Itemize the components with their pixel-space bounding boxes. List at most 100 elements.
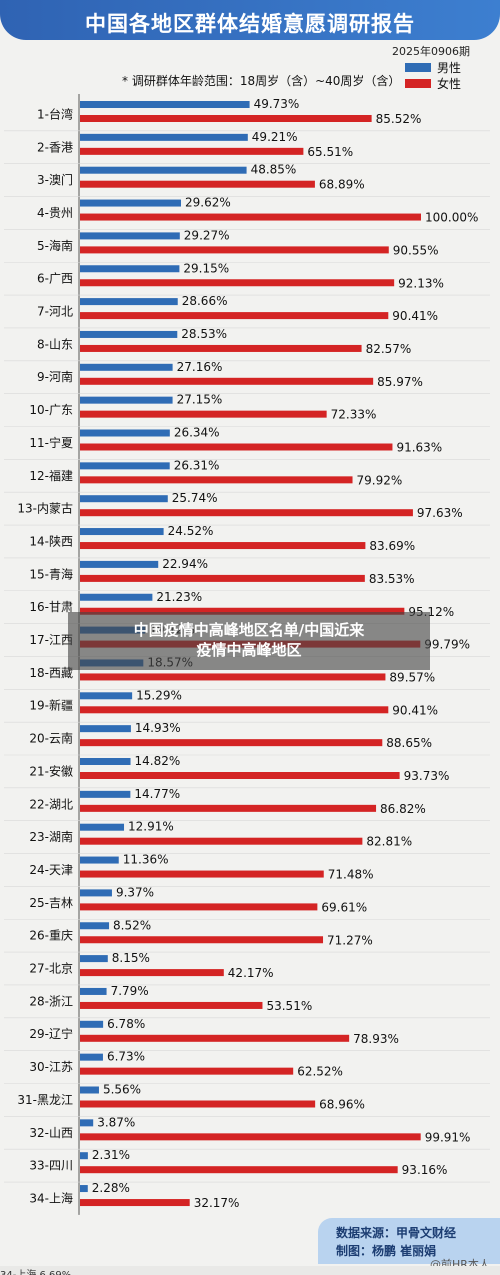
male-value-label: 8.15% bbox=[112, 951, 150, 965]
female-bar bbox=[80, 936, 324, 944]
male-bar bbox=[80, 823, 125, 831]
male-value-label: 14.93% bbox=[135, 721, 181, 735]
category-label: 30-江苏 bbox=[29, 1060, 73, 1074]
overlay-line-2: 疫情中高峰地区 bbox=[196, 641, 302, 659]
female-value-label: 89.57% bbox=[389, 670, 435, 684]
female-bar bbox=[80, 279, 395, 287]
category-label: 16-甘肃 bbox=[29, 600, 73, 614]
female-value-label: 85.52% bbox=[376, 112, 422, 126]
female-value-label: 79.92% bbox=[357, 473, 403, 487]
category-label: 23-湖南 bbox=[29, 829, 73, 844]
male-bar bbox=[80, 987, 107, 995]
female-bar bbox=[80, 804, 377, 812]
female-bar bbox=[80, 246, 389, 254]
female-value-label: 72.33% bbox=[331, 408, 377, 422]
female-bar bbox=[80, 509, 413, 517]
female-value-label: 71.27% bbox=[327, 933, 373, 947]
female-value-label: 99.91% bbox=[425, 1130, 471, 1144]
chart-credits: 制图：杨鹏 崔丽娟 bbox=[336, 1244, 437, 1258]
female-value-label: 83.69% bbox=[369, 539, 415, 553]
female-bar bbox=[80, 410, 327, 418]
male-value-label: 12.91% bbox=[128, 820, 174, 834]
female-value-label: 97.63% bbox=[417, 506, 463, 520]
issue-date: 2025年0906期 bbox=[392, 45, 470, 58]
male-bar bbox=[80, 593, 153, 601]
overlay-caption: 中国疫情中高峰地区名单/中国近来 疫情中高峰地区 bbox=[68, 612, 430, 670]
male-bar bbox=[80, 790, 131, 798]
male-bar bbox=[80, 1020, 104, 1028]
female-bar bbox=[80, 147, 304, 155]
male-value-label: 2.31% bbox=[92, 1148, 130, 1162]
female-value-label: 82.57% bbox=[366, 342, 412, 356]
male-value-label: 22.94% bbox=[162, 557, 208, 571]
male-value-label: 29.62% bbox=[185, 196, 231, 210]
overlay-line-1: 中国疫情中高峰地区名单/中国近来 bbox=[133, 621, 365, 639]
male-value-label: 26.34% bbox=[174, 426, 220, 440]
female-value-label: 68.96% bbox=[319, 1098, 365, 1112]
male-bar bbox=[80, 265, 180, 273]
female-bar bbox=[80, 607, 405, 615]
female-bar bbox=[80, 673, 386, 681]
male-bar bbox=[80, 692, 133, 700]
female-value-label: 65.51% bbox=[307, 145, 353, 159]
female-bar bbox=[80, 574, 365, 582]
category-label: 13-内蒙古 bbox=[17, 501, 73, 516]
female-bar bbox=[80, 1199, 190, 1207]
male-value-label: 5.56% bbox=[103, 1083, 141, 1097]
male-bar bbox=[80, 495, 168, 503]
category-label: 14-陕西 bbox=[29, 533, 73, 548]
male-bar bbox=[80, 1119, 94, 1127]
category-label: 1-台湾 bbox=[37, 106, 73, 121]
female-bar bbox=[80, 443, 393, 451]
male-value-label: 3.87% bbox=[97, 1115, 135, 1129]
male-value-label: 6.78% bbox=[107, 1017, 145, 1031]
category-label: 32-山西 bbox=[29, 1126, 73, 1140]
male-value-label: 24.52% bbox=[168, 524, 214, 538]
female-value-label: 90.41% bbox=[392, 703, 438, 717]
male-value-label: 6.73% bbox=[107, 1050, 145, 1064]
category-label: 20-云南 bbox=[29, 731, 73, 746]
survey-age-range: * 调研群体年龄范围：18周岁（含）~40周岁（含） bbox=[122, 74, 401, 88]
category-label: 22-湖北 bbox=[29, 796, 73, 811]
male-value-label: 29.27% bbox=[184, 228, 230, 242]
category-label: 29-辽宁 bbox=[29, 1026, 73, 1041]
female-bar bbox=[80, 312, 389, 320]
female-value-label: 93.73% bbox=[404, 769, 450, 783]
category-label: 24-天津 bbox=[29, 863, 73, 877]
male-bar bbox=[80, 1086, 99, 1094]
male-value-label: 49.21% bbox=[252, 130, 298, 144]
female-value-label: 91.63% bbox=[396, 441, 442, 455]
female-bar bbox=[80, 1133, 421, 1141]
male-value-label: 8.52% bbox=[113, 918, 151, 932]
female-value-label: 42.17% bbox=[228, 966, 274, 980]
male-bar bbox=[80, 232, 180, 240]
female-bar bbox=[80, 476, 353, 484]
category-label: 2-香港 bbox=[37, 140, 73, 154]
female-bar bbox=[80, 1001, 263, 1009]
category-label: 4-贵州 bbox=[37, 206, 73, 220]
male-bar bbox=[80, 199, 182, 207]
legend-female-swatch bbox=[405, 79, 431, 88]
category-label: 31-黑龙江 bbox=[17, 1093, 73, 1107]
female-value-label: 93.16% bbox=[402, 1163, 448, 1177]
female-value-label: 68.89% bbox=[319, 178, 365, 192]
male-value-label: 21.23% bbox=[156, 590, 202, 604]
data-source: 数据来源：甲骨文财经 bbox=[336, 1226, 457, 1240]
female-value-label: 53.51% bbox=[266, 999, 312, 1013]
female-bar bbox=[80, 969, 224, 977]
category-label: 5-海南 bbox=[37, 238, 73, 253]
category-label: 27-北京 bbox=[29, 962, 73, 976]
legend-male-swatch bbox=[405, 63, 431, 72]
male-value-label: 11.36% bbox=[123, 853, 169, 867]
female-bar bbox=[80, 1034, 350, 1042]
female-bar bbox=[80, 213, 421, 221]
male-value-label: 27.15% bbox=[177, 393, 223, 407]
category-label: 17-江西 bbox=[29, 633, 73, 647]
category-label: 6-广西 bbox=[37, 272, 73, 286]
female-value-label: 99.79% bbox=[424, 638, 470, 652]
female-bar bbox=[80, 772, 400, 779]
legend-male: 男性 bbox=[405, 59, 461, 76]
female-bar bbox=[80, 344, 362, 352]
male-bar bbox=[80, 363, 173, 371]
male-bar bbox=[80, 1152, 88, 1160]
